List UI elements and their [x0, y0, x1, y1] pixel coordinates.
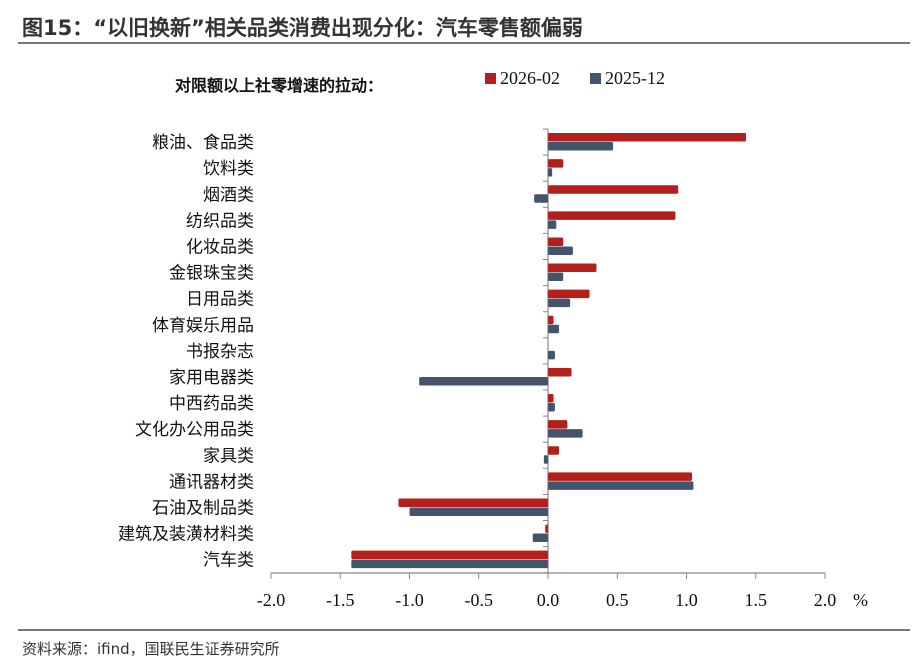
- bar-2025-12: [548, 272, 564, 282]
- legend-swatch: [485, 73, 496, 84]
- category-label: 石油及制品类: [152, 498, 254, 518]
- category-label: 日用品类: [186, 290, 254, 310]
- bar-2025-12: [548, 298, 571, 308]
- bar-2026-02: [548, 315, 554, 325]
- bar-2025-12: [532, 533, 548, 543]
- legend-label: 2025-12: [605, 68, 665, 88]
- bar-2025-12: [548, 429, 583, 438]
- footer-rule: [18, 629, 910, 631]
- bar-2025-12: [548, 481, 694, 490]
- category-label: 化妆品类: [186, 237, 254, 257]
- category-label: 汽车类: [203, 551, 254, 571]
- title-rule: [18, 42, 910, 44]
- bar-2026-02: [548, 237, 564, 246]
- bar-2026-02: [548, 394, 554, 403]
- bar-2025-12: [548, 350, 555, 360]
- legend-item-2025-12: 2025-12: [590, 68, 665, 89]
- source-note: 资料来源：ifind，国联民生证券研究所: [22, 640, 280, 658]
- category-label: 纺织品类: [186, 211, 254, 231]
- bar-2025-12: [409, 507, 548, 516]
- category-label: 文化办公用品类: [135, 420, 254, 440]
- bar-2026-02: [548, 133, 747, 142]
- bar-2026-02: [548, 446, 560, 455]
- value-tick-label: 1.5: [745, 590, 768, 610]
- bar-2026-02: [545, 524, 548, 534]
- bar-2026-02: [398, 498, 548, 507]
- value-tick-label: -2.0: [257, 590, 286, 610]
- bar-2025-12: [534, 194, 548, 203]
- category-label: 粮油、食品类: [152, 133, 254, 153]
- value-tick-label: -1.5: [326, 590, 355, 610]
- value-tick-label: 0.0: [537, 590, 560, 610]
- category-label: 中西药品类: [169, 394, 254, 414]
- bar-2025-12: [548, 324, 560, 334]
- bar-2026-02: [351, 550, 548, 560]
- category-label: 通讯器材类: [169, 472, 254, 492]
- category-label: 书报杂志: [186, 342, 254, 362]
- figure-title: 图15：“以旧换新”相关品类消费出现分化：汽车零售额偏弱: [22, 16, 583, 40]
- category-label: 体育娱乐用品: [152, 316, 254, 336]
- bar-2025-12: [548, 168, 553, 177]
- bar-2025-12: [419, 376, 548, 386]
- bar-2025-12: [548, 220, 557, 229]
- category-label: 建筑及装潢材料类: [118, 525, 254, 545]
- bar-2025-12: [548, 403, 555, 412]
- bar-2026-02: [548, 211, 676, 220]
- bar-2025-12: [548, 246, 573, 255]
- category-label: 饮料类: [203, 159, 254, 179]
- category-label: 家具类: [203, 446, 254, 466]
- bar-2025-12: [548, 142, 614, 151]
- chart-title: 对限额以上社零增速的拉动：: [175, 76, 384, 95]
- category-label: 家用电器类: [169, 368, 254, 388]
- legend-item-2026-02: 2026-02: [485, 68, 560, 89]
- value-tick-label: 2.0: [814, 590, 837, 610]
- bar-2026-02: [548, 159, 564, 168]
- category-label: 金银珠宝类: [169, 264, 254, 284]
- legend-label: 2026-02: [500, 68, 560, 88]
- bar-2026-02: [548, 472, 693, 481]
- bar-2026-02: [548, 185, 679, 194]
- value-tick-label: 0.5: [606, 590, 629, 610]
- value-tick-label: 1.0: [675, 590, 698, 610]
- value-tick-label: -0.5: [465, 590, 494, 610]
- category-label: 烟酒类: [203, 185, 254, 205]
- bar-2026-02: [548, 367, 572, 377]
- bar-2025-12: [351, 559, 548, 569]
- value-tick-label: -1.0: [395, 590, 424, 610]
- bar-2025-12: [543, 455, 548, 464]
- bar-2026-02: [548, 289, 590, 299]
- value-axis-unit: %: [853, 590, 868, 610]
- bar-2026-02: [548, 420, 568, 429]
- legend-swatch: [590, 73, 601, 84]
- bar-2026-02: [548, 263, 597, 273]
